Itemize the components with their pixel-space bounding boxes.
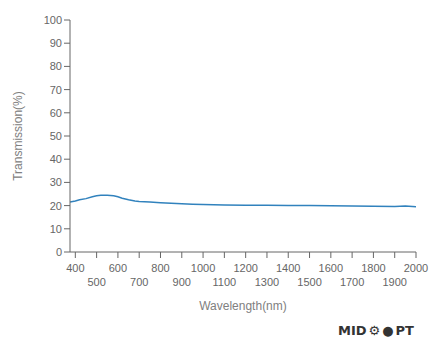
svg-text:2000: 2000 [404, 262, 428, 274]
svg-text:50: 50 [50, 130, 62, 142]
svg-text:90: 90 [50, 37, 62, 49]
svg-text:40: 40 [50, 153, 62, 165]
svg-text:20: 20 [50, 200, 62, 212]
svg-text:0: 0 [56, 246, 62, 258]
svg-text:Wavelength(nm): Wavelength(nm) [199, 299, 287, 313]
svg-text:800: 800 [151, 262, 169, 274]
svg-text:900: 900 [173, 276, 191, 288]
svg-text:1800: 1800 [361, 262, 385, 274]
svg-text:500: 500 [87, 276, 105, 288]
svg-text:700: 700 [130, 276, 148, 288]
svg-text:100: 100 [44, 14, 62, 26]
svg-text:1600: 1600 [319, 262, 343, 274]
svg-text:1500: 1500 [297, 276, 321, 288]
svg-text:1900: 1900 [382, 276, 406, 288]
svg-text:1400: 1400 [276, 262, 300, 274]
svg-text:30: 30 [50, 176, 62, 188]
svg-text:60: 60 [50, 107, 62, 119]
svg-text:1100: 1100 [213, 276, 237, 288]
svg-text:70: 70 [50, 84, 62, 96]
html-text:MID ⚙ ● PT: MID ⚙ ● PT [338, 322, 414, 338]
svg-text:1700: 1700 [340, 276, 364, 288]
svg-text:80: 80 [50, 60, 62, 72]
svg-text:1200: 1200 [233, 262, 257, 274]
svg-text:1000: 1000 [191, 262, 215, 274]
svg-text:400: 400 [66, 262, 84, 274]
svg-text:600: 600 [109, 262, 127, 274]
svg-text:10: 10 [50, 223, 62, 235]
svg-text:1300: 1300 [255, 276, 279, 288]
svg-text:Transmission(%): Transmission(%) [11, 91, 25, 181]
